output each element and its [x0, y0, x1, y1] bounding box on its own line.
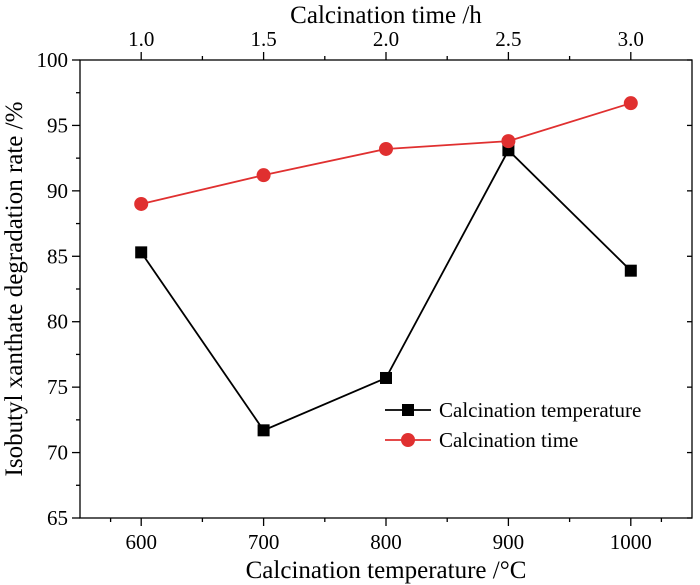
- series-line-temperature: [140, 148, 632, 432]
- x2-tick-label: 1.0: [128, 27, 154, 51]
- series-layer: [134, 96, 638, 437]
- x-tick-label: 800: [370, 530, 402, 554]
- x2-tick-label: 3.0: [618, 27, 644, 51]
- y-tick-label: 85: [47, 244, 68, 268]
- data-point-time: [501, 134, 516, 149]
- legend-marker-time: [401, 433, 415, 447]
- legend-label-temperature: Calcination temperature: [439, 398, 641, 422]
- y-tick-label: 90: [47, 179, 68, 203]
- y-tick-label: 100: [37, 48, 69, 72]
- y-tick-label: 95: [47, 113, 68, 137]
- y-tick-label: 65: [47, 506, 68, 530]
- data-point-time: [256, 168, 271, 183]
- data-point-time: [379, 141, 393, 156]
- y-axis-title: Isobutyl xanthate degradation rate /%: [1, 102, 28, 477]
- x-tick-label: 1000: [610, 530, 652, 554]
- data-point-temperature: [380, 371, 392, 384]
- x-tick-label: 900: [493, 530, 525, 554]
- plot-frame: [79, 59, 693, 519]
- legend-marker-temperature: [402, 404, 414, 416]
- data-point-temperature: [257, 424, 270, 437]
- ticks-layer: 65 70 75 80 85 90 95 100 600 700 800 900 1000 1.0 1.5 2…: [37, 27, 692, 554]
- x2-tick-label: 2.5: [495, 27, 521, 51]
- y-tick-label: 70: [47, 441, 68, 465]
- data-point-temperature: [135, 246, 148, 259]
- x-axis-title: Calcination temperature /°C: [246, 557, 527, 584]
- x2-tick-label: 2.0: [373, 27, 399, 51]
- data-point-time: [134, 196, 149, 211]
- legend-label-time: Calcination time: [439, 428, 578, 452]
- x2-axis-title: Calcination time /h: [290, 2, 482, 29]
- x-tick-label: 600: [125, 530, 157, 554]
- y-tick-label: 80: [47, 310, 68, 334]
- x-tick-label: 700: [248, 530, 280, 554]
- data-point-time: [623, 96, 638, 111]
- data-point-temperature: [624, 264, 637, 277]
- legend: Calcination temperature Calcination time: [385, 398, 641, 452]
- y-tick-label: 75: [47, 375, 68, 399]
- x2-tick-label: 1.5: [250, 27, 276, 51]
